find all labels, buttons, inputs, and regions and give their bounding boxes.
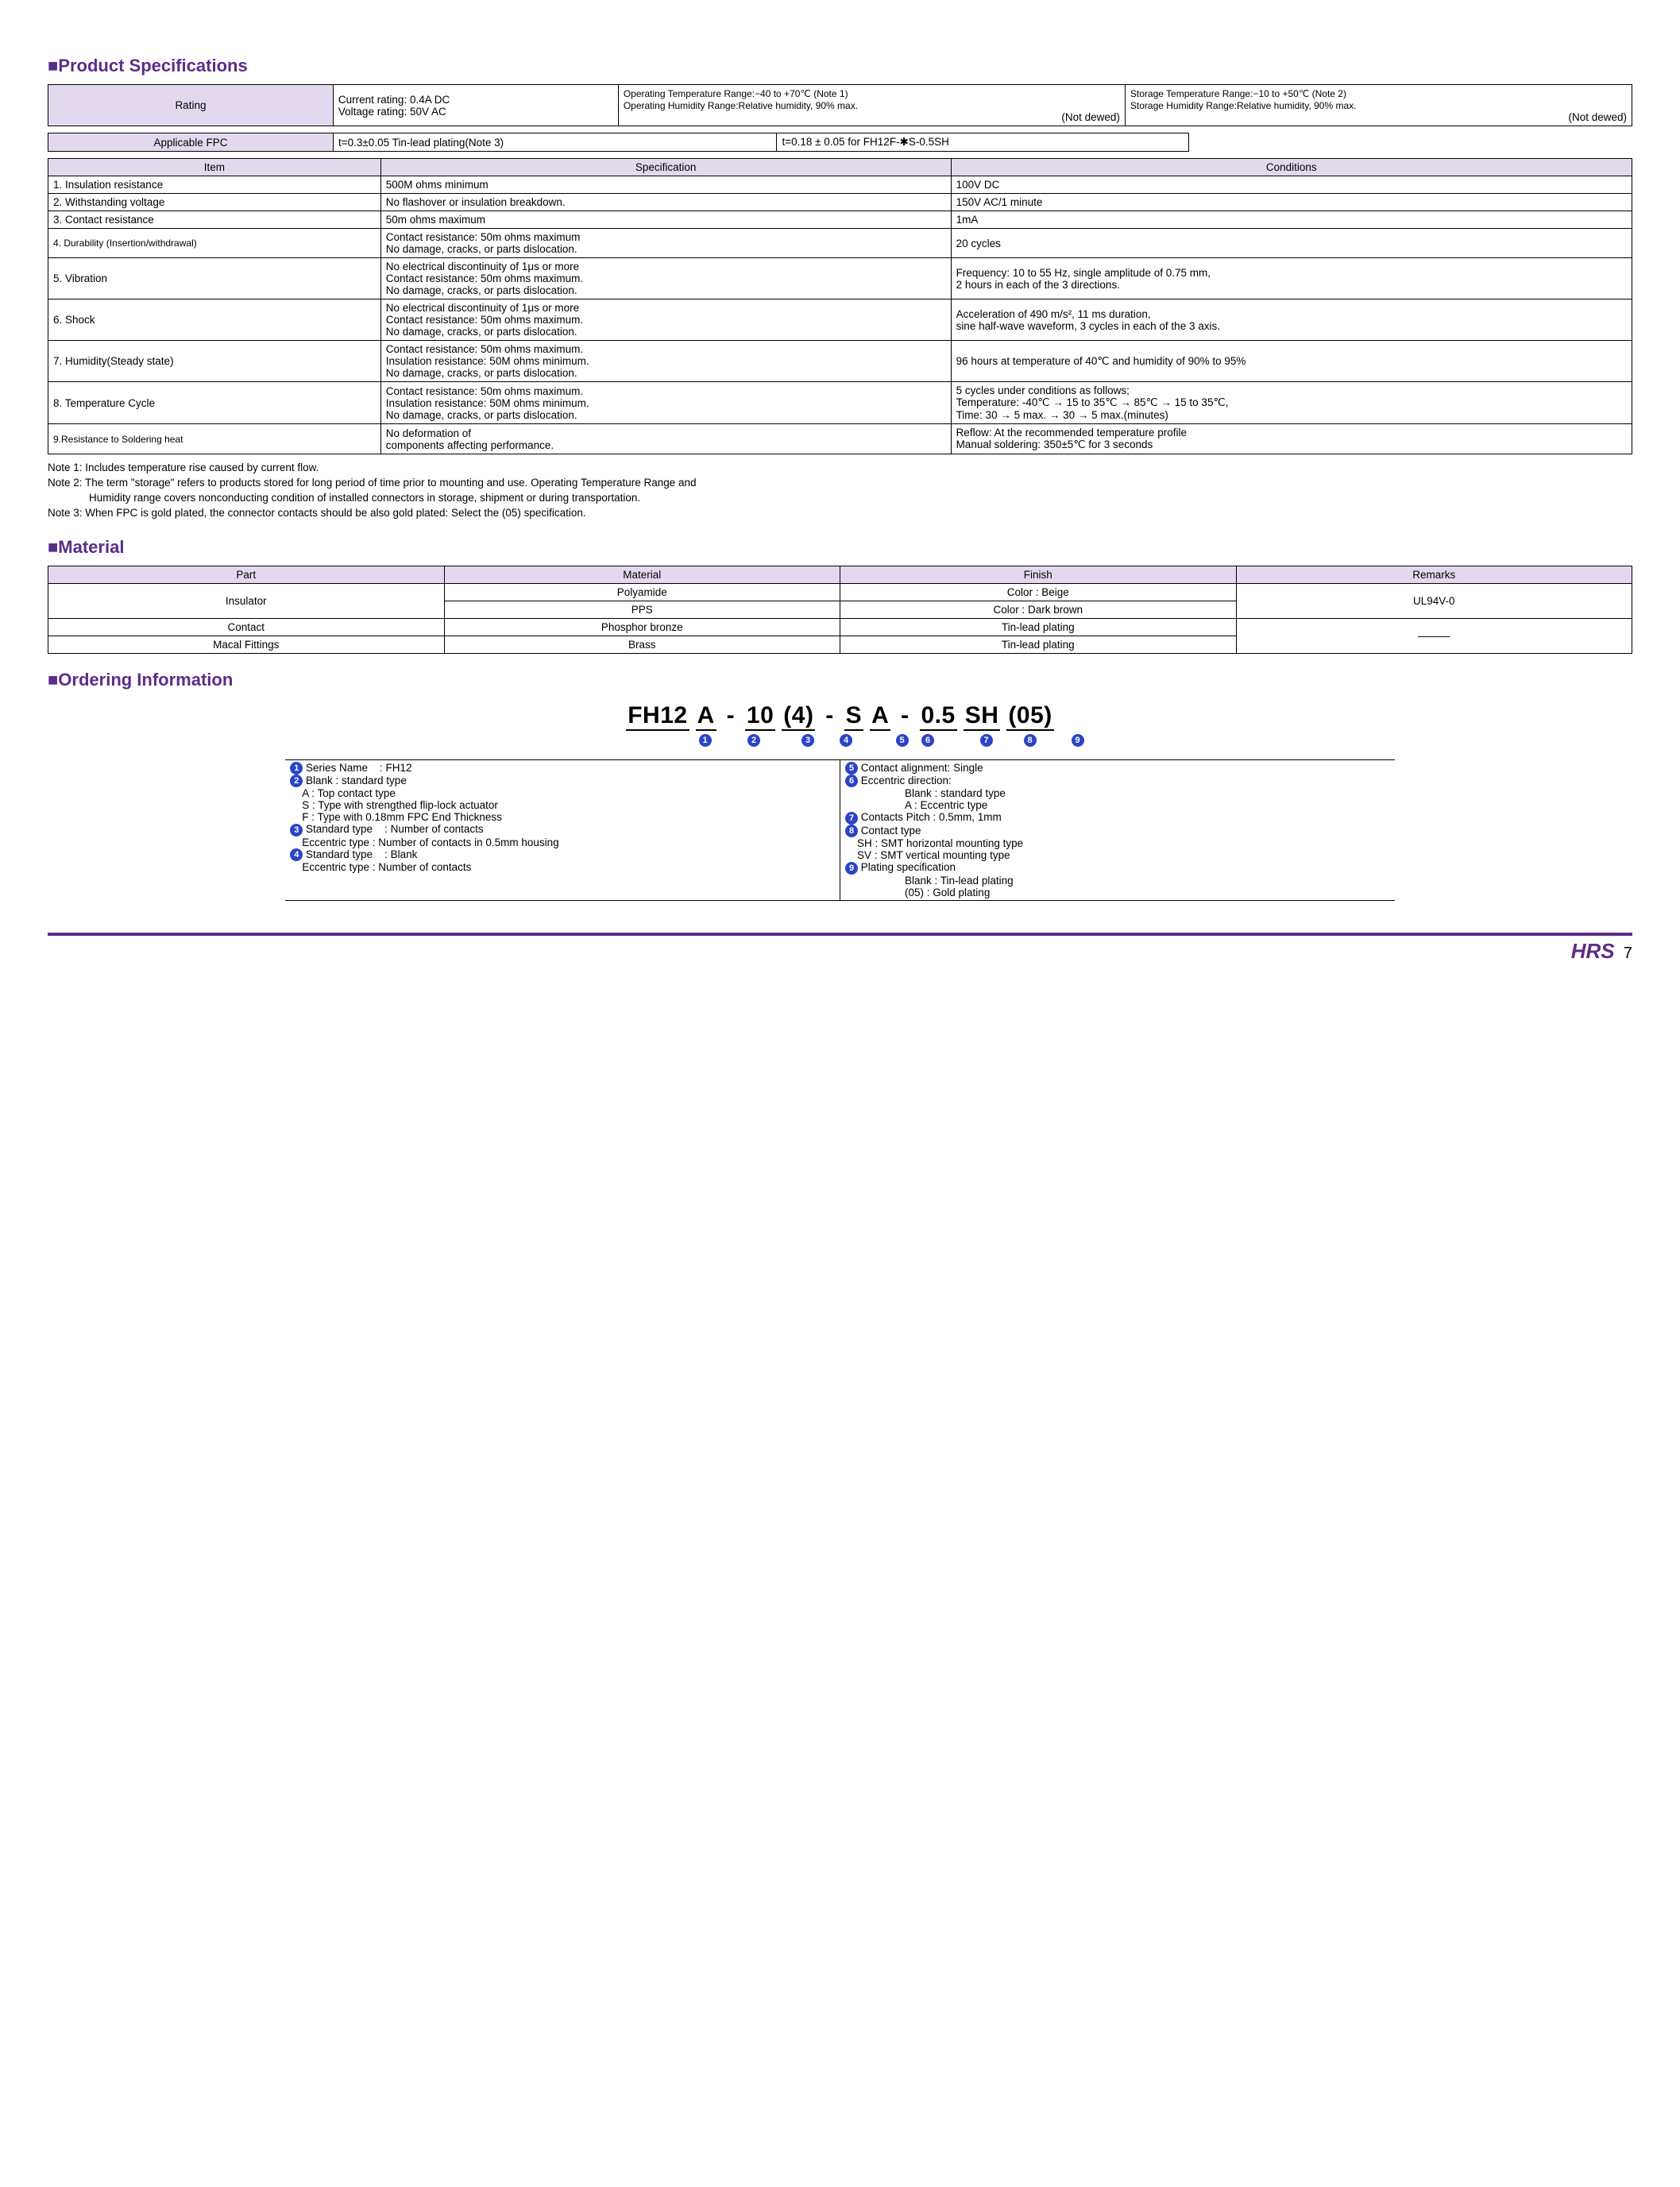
- ordering-badge: 5: [896, 734, 909, 747]
- spec-row: 3. Contact resistance50m ohms maximum1mA: [48, 211, 1632, 229]
- fpc-label: Applicable FPC: [48, 133, 334, 152]
- rating-operating: Operating Temperature Range:−40 to +70℃ …: [618, 85, 1125, 126]
- ordering-badge: 3: [801, 734, 814, 747]
- fpc-table: Applicable FPC t=0.3±0.05 Tin-lead plati…: [48, 133, 1632, 152]
- spec-h-item: Item: [48, 159, 381, 176]
- footer: HRS 7: [48, 939, 1632, 964]
- ordering-detail-table: 1 Series Name : FH122 Blank : standard t…: [285, 759, 1395, 901]
- fpc-c2: t=0.18 ± 0.05 for FH12F-✱S-0.5SH: [777, 133, 1189, 152]
- rating-label: Rating: [48, 85, 334, 126]
- section-header-material: ■Material: [48, 537, 1632, 558]
- ordering-badge: 9: [1072, 734, 1084, 747]
- ordering-code: FH12A - 10(4) - SA - 0.5SH(05): [48, 702, 1632, 731]
- page-number: 7: [1624, 945, 1632, 962]
- spec-row: 4. Durability (Insertion/withdrawal)Cont…: [48, 229, 1632, 258]
- spec-row: 8. Temperature CycleContact resistance: …: [48, 382, 1632, 424]
- ordering-badge: 6: [921, 734, 934, 747]
- notes-block: Note 1: Includes temperature rise caused…: [48, 461, 1632, 521]
- spec-row: 2. Withstanding voltageNo flashover or i…: [48, 194, 1632, 211]
- spec-row: 5. VibrationNo electrical discontinuity …: [48, 258, 1632, 299]
- spec-row: 1. Insulation resistance500M ohms minimu…: [48, 176, 1632, 194]
- fpc-c1: t=0.3±0.05 Tin-lead plating(Note 3): [334, 133, 777, 152]
- section-header-ordering: ■Ordering Information: [48, 670, 1632, 690]
- rating-current: Current rating: 0.4A DC Voltage rating: …: [333, 85, 618, 126]
- ordering-left: 1 Series Name : FH122 Blank : standard t…: [285, 759, 840, 900]
- spec-h-cond: Conditions: [951, 159, 1632, 176]
- section-header-product-spec: ■Product Specifications: [48, 56, 1632, 76]
- spec-table: Item Specification Conditions 1. Insulat…: [48, 158, 1632, 454]
- spec-h-spec: Specification: [380, 159, 951, 176]
- rating-table: Rating Current rating: 0.4A DC Voltage r…: [48, 84, 1632, 126]
- spec-row: 9.Resistance to Soldering heatNo deforma…: [48, 424, 1632, 454]
- ordering-badge: 1: [699, 734, 712, 747]
- ordering-badge: 7: [980, 734, 993, 747]
- brand-logo: HRS: [1571, 939, 1615, 963]
- footer-divider: [48, 933, 1632, 936]
- rating-storage: Storage Temperature Range:−10 to +50℃ (N…: [1125, 85, 1632, 126]
- ordering-right: 5 Contact alignment: Single6 Eccentric d…: [840, 759, 1395, 900]
- material-table: Part Material Finish Remarks Insulator P…: [48, 566, 1632, 654]
- ordering-badge: 4: [840, 734, 852, 747]
- spec-row: 6. ShockNo electrical discontinuity of 1…: [48, 299, 1632, 341]
- ordering-nums: 1 2 3 4 56 7 8 9: [48, 734, 1632, 750]
- spec-row: 7. Humidity(Steady state)Contact resista…: [48, 341, 1632, 382]
- ordering-badge: 2: [747, 734, 760, 747]
- ordering-badge: 8: [1024, 734, 1037, 747]
